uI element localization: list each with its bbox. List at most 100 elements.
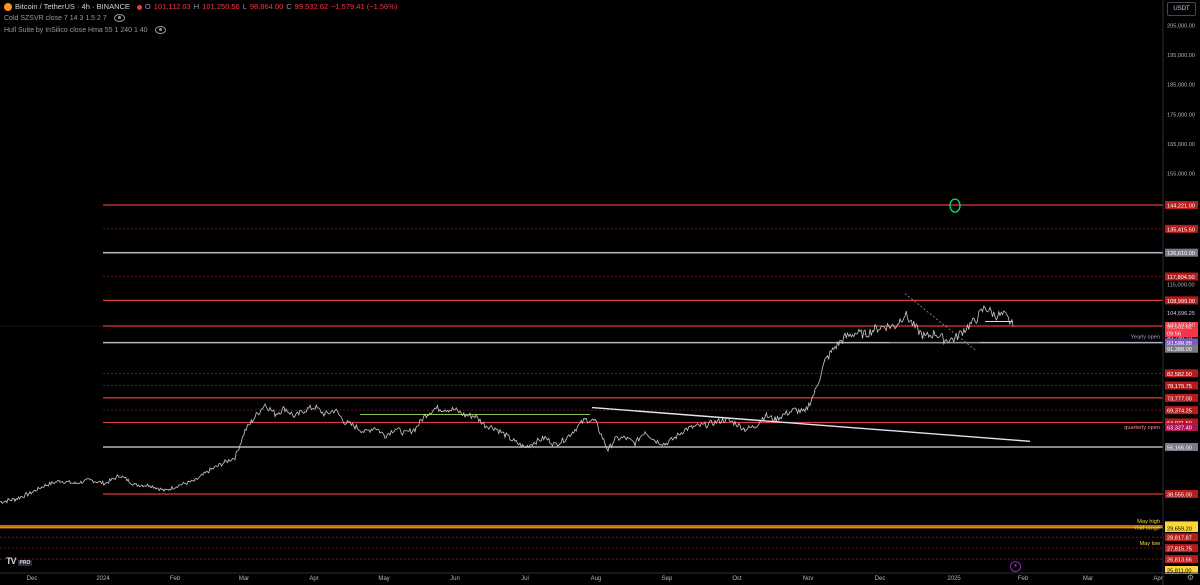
zone-lines <box>360 320 1013 416</box>
price-label-bg-12 <box>1165 406 1198 415</box>
price-point-80 <box>864 334 866 335</box>
annotation-0: Yearly open <box>1131 334 1160 340</box>
price-point-83 <box>894 325 896 327</box>
symbol-legend[interactable]: Bitcoin / TetherUS · 4h · BINANCE O 101,11… <box>4 2 400 12</box>
gear-icon[interactable]: ⚙ <box>1186 573 1194 582</box>
price-point-46 <box>534 441 536 443</box>
price-point-41 <box>484 424 486 426</box>
price-point-32 <box>394 428 396 429</box>
price-point-57 <box>634 442 636 444</box>
price-label-15: 56,166.00 <box>1167 446 1192 452</box>
currency-button[interactable]: USDT <box>1167 2 1196 16</box>
price-point-33 <box>404 433 406 434</box>
change-value: −1,579.41 (−1.56%) <box>331 2 398 11</box>
price-tag-2: 93,589.38 <box>1167 341 1192 347</box>
y-tick-2: 185,000.00 <box>1167 83 1195 89</box>
y-tick-3: 175,000.00 <box>1167 112 1195 118</box>
logo-text: TV <box>6 556 16 566</box>
price-label-3: 117,804.50 <box>1167 275 1195 281</box>
price-point-34 <box>414 428 416 430</box>
price-label-bg-9 <box>1165 369 1198 378</box>
bitcoin-icon <box>4 3 12 12</box>
price-point-23 <box>304 409 306 411</box>
price-point-52 <box>594 420 596 422</box>
price-point-49 <box>564 438 566 440</box>
price-axis[interactable]: 144,221.00 135,415.50 126,610.00 117,804.50… <box>1162 0 1198 585</box>
price-label-4: 108,999.00 <box>1167 299 1195 305</box>
annotation-2: May high <box>1137 519 1160 525</box>
lightning-icon[interactable]: ⚡ <box>1010 561 1021 572</box>
price-label-bg-10 <box>1165 381 1198 390</box>
price-point-39 <box>464 414 466 416</box>
x-tick-16: Apr <box>1153 576 1162 582</box>
price-point-10 <box>149 484 151 486</box>
price-label-bg-20 <box>1165 523 1198 532</box>
price-point-60 <box>664 443 666 445</box>
price-label-7: 93,576.00 <box>1167 341 1192 347</box>
price-point-6 <box>89 479 91 481</box>
price-label-bg-7 <box>1165 338 1198 347</box>
x-tick-7: Jul <box>521 576 529 582</box>
indicator-2-label[interactable]: Hull Suite by InSilico close Hma 55 1 24… <box>4 27 148 34</box>
annotation-1: quarterly open <box>1124 425 1160 431</box>
price-tag-0: 104,596.25 <box>1167 311 1195 317</box>
x-tick-4: Apr <box>309 576 318 582</box>
price-point-48 <box>554 444 556 446</box>
price-label-2: 126,610.00 <box>1167 251 1195 257</box>
price-point-24 <box>314 406 316 408</box>
x-tick-1: 2024 <box>96 576 110 582</box>
trendline[interactable] <box>591 406 1031 443</box>
price-point-8 <box>119 475 121 476</box>
trendline-dashed[interactable] <box>904 293 976 351</box>
price-label-11: 73,777.00 <box>1167 396 1192 402</box>
trendlines[interactable] <box>591 198 1031 443</box>
price-point-79 <box>854 332 856 334</box>
price-label-bg-11 <box>1165 393 1198 402</box>
indicator-legend-1[interactable]: Cold SZSVR close 7 14 3 1.5 2 7 <box>4 14 128 24</box>
price-point-91 <box>974 320 976 322</box>
price-point-19 <box>264 403 266 405</box>
price-label-bg-21 <box>1165 533 1198 542</box>
price-point-50 <box>574 428 576 430</box>
open-label: O <box>144 2 151 11</box>
x-tick-0: Dec <box>27 576 38 582</box>
time-axis[interactable]: Dec 2024 Feb Mar Apr May Jun Jul Aug Sep Oct Nov Dec… <box>0 572 1200 582</box>
price-point-71 <box>774 419 776 420</box>
symbol-title[interactable]: Bitcoin / TetherUS · 4h · BINANCE <box>15 2 130 11</box>
eye-icon[interactable] <box>154 26 166 35</box>
circle-marker[interactable] <box>949 198 961 213</box>
price-point-47 <box>544 437 546 439</box>
price-point-15 <box>224 461 226 463</box>
price-label-bg-2 <box>1165 248 1198 257</box>
price-point-85 <box>914 327 916 328</box>
price-point-26 <box>334 409 336 411</box>
indicator-1-label[interactable]: Cold SZSVR close 7 14 3 1.5 2 7 <box>4 15 107 22</box>
y-tick-4: 165,000.00 <box>1167 142 1195 148</box>
price-label-bg-4 <box>1165 296 1198 305</box>
pro-badge: PRO <box>17 560 33 566</box>
low-value: 98,864.00 <box>249 2 284 11</box>
price-point-53 <box>604 442 606 444</box>
price-label-bg-1 <box>1165 224 1198 233</box>
price-point-11 <box>164 490 166 492</box>
y-tick-5: 155,000.00 <box>1167 172 1195 178</box>
price-point-82 <box>884 325 886 327</box>
eye-icon[interactable] <box>113 14 125 23</box>
price-point-88 <box>944 339 946 341</box>
price-label-16: 38,555.00 <box>1167 493 1192 499</box>
price-point-18 <box>254 416 256 418</box>
x-tick-13: 2025 <box>947 576 961 582</box>
price-label-bg-24 <box>1165 566 1198 574</box>
indicator-legend-2[interactable]: Hull Suite by InSilico close Hma 55 1 24… <box>4 26 169 36</box>
market-status-icon <box>136 4 142 10</box>
price-point-65 <box>714 421 716 423</box>
price-point-22 <box>294 416 296 418</box>
price-point-74 <box>804 412 806 413</box>
price-point-87 <box>934 332 936 334</box>
price-point-43 <box>504 434 506 436</box>
price-point-68 <box>744 428 746 430</box>
price-point-30 <box>374 426 376 428</box>
price-point-66 <box>724 419 726 420</box>
price-label-bg-5 <box>1165 322 1198 330</box>
